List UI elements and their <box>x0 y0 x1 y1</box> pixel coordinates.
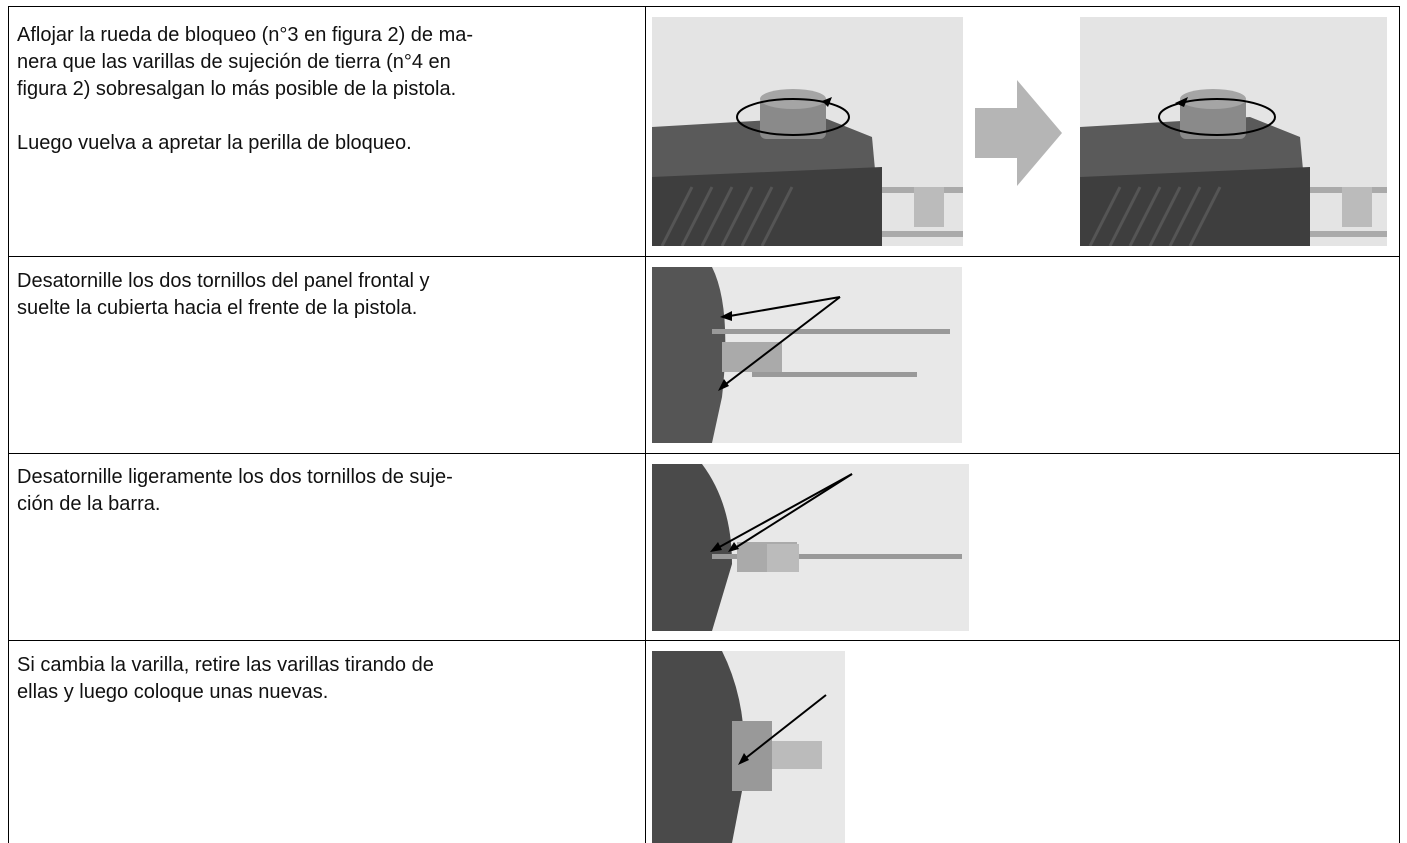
instruction-text: Desatornille los dos tornillos del panel… <box>17 268 637 322</box>
table-border <box>8 6 9 843</box>
photo <box>652 464 969 631</box>
row-divider <box>8 640 1400 641</box>
text-line: ción de la barra. <box>17 493 161 515</box>
paragraph: Si cambia la varilla, retire las varilla… <box>17 652 637 706</box>
text-line: nera que las varillas de sujeción de tie… <box>17 51 451 73</box>
photo <box>652 17 963 246</box>
photo <box>652 267 962 443</box>
table-border <box>8 6 1400 7</box>
instruction-text: Aflojar la rueda de bloqueo (n°3 en figu… <box>17 22 637 157</box>
text-line: Desatornille ligeramente los dos tornill… <box>17 466 453 488</box>
column-divider <box>645 6 646 843</box>
instruction-text: Si cambia la varilla, retire las varilla… <box>17 652 637 706</box>
table-border <box>1399 6 1400 843</box>
paragraph: Luego vuelva a apretar la perilla de blo… <box>17 130 637 157</box>
row-divider <box>8 453 1400 454</box>
photo <box>652 651 845 843</box>
photo <box>1080 17 1387 246</box>
text-line: figura 2) sobresalgan lo más posible de … <box>17 78 457 100</box>
text-line: Luego vuelva a apretar la perilla de blo… <box>17 132 412 154</box>
text-line: Aflojar la rueda de bloqueo (n°3 en figu… <box>17 24 474 46</box>
text-line: Si cambia la varilla, retire las varilla… <box>17 654 434 676</box>
paragraph: Desatornille los dos tornillos del panel… <box>17 268 637 322</box>
paragraph: Aflojar la rueda de bloqueo (n°3 en figu… <box>17 22 637 103</box>
text-line: ellas y luego coloque unas nuevas. <box>17 681 329 703</box>
instruction-text: Desatornille ligeramente los dos tornill… <box>17 464 637 518</box>
paragraph: Desatornille ligeramente los dos tornill… <box>17 464 637 518</box>
text-line: suelte la cubierta hacia el frente de la… <box>17 297 418 319</box>
arrow-icon <box>975 80 1062 186</box>
text-line: Desatornille los dos tornillos del panel… <box>17 270 430 292</box>
row-divider <box>8 256 1400 257</box>
